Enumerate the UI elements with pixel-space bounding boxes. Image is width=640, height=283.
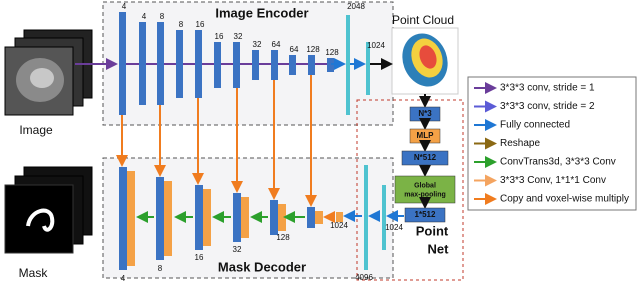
decoder-block xyxy=(233,193,241,242)
pointnet-title: Net xyxy=(428,241,450,256)
node-label: N*3 xyxy=(418,109,432,118)
decoder-block xyxy=(195,185,203,250)
channel-label: 2048 xyxy=(347,2,365,11)
input-image xyxy=(4,29,93,116)
pointnet-node xyxy=(394,175,456,204)
encoder-block xyxy=(289,55,296,75)
diagram-elements: Image Encoder Mask Decoder Image Mask Point … xyxy=(19,2,629,283)
fc-layer xyxy=(366,42,370,95)
channel-label: 8 xyxy=(158,264,163,273)
decoder-block xyxy=(278,204,286,231)
node-label: 1*512 xyxy=(415,210,436,219)
decoder-block xyxy=(119,167,127,270)
channel-label: 8 xyxy=(179,20,184,29)
node-label: Global max-pooling xyxy=(404,182,446,198)
encoder-block xyxy=(327,58,334,72)
channel-label: 16 xyxy=(215,32,224,41)
point-cloud-label: Point Cloud xyxy=(392,13,454,27)
decoder-block xyxy=(156,177,164,260)
node-label-line: Global xyxy=(414,182,436,189)
channel-label: 4096 xyxy=(355,273,373,282)
input-label: Image xyxy=(19,123,53,137)
encoder-block xyxy=(233,42,240,88)
decoder-block xyxy=(307,207,315,228)
point-cloud xyxy=(391,27,459,95)
channel-label: 32 xyxy=(253,40,262,49)
channel-label: 128 xyxy=(276,233,290,242)
channel-label: 1024 xyxy=(330,221,348,230)
decoder-block xyxy=(270,200,278,235)
legend-label: ConvTrans3d, 3*3*3 Conv xyxy=(500,157,616,168)
channel-label: 16 xyxy=(196,20,205,29)
channel-label: 64 xyxy=(272,40,281,49)
channel-label: 4 xyxy=(122,2,127,11)
fc-layer xyxy=(364,165,368,270)
encoder-block xyxy=(176,30,183,98)
decoder-block xyxy=(164,181,172,256)
encoder-block xyxy=(119,12,126,115)
encoder-block xyxy=(157,22,164,105)
decoder-block xyxy=(127,171,135,266)
pointnet-panel xyxy=(356,99,464,281)
channel-label: 16 xyxy=(195,253,204,262)
encoder-title: Image Encoder xyxy=(215,5,308,20)
legend-label: 3*3*3 conv, stride = 1 xyxy=(500,83,595,94)
decoder-block xyxy=(241,197,249,238)
channel-label: 1024 xyxy=(367,41,385,50)
channel-label: 32 xyxy=(234,32,243,41)
channel-label: 1024 xyxy=(385,223,403,232)
encoder-block xyxy=(271,50,278,80)
encoder-block xyxy=(308,55,315,75)
node-label: N*512 xyxy=(414,153,437,162)
fc-layer xyxy=(382,185,386,250)
node-label: MLP xyxy=(417,131,435,140)
encoder-block xyxy=(139,22,146,105)
encoder-block xyxy=(214,42,221,88)
channel-label: 128 xyxy=(325,48,339,57)
legend-label: 3*3*3 conv, stride = 2 xyxy=(500,101,595,112)
fc-layer xyxy=(346,15,350,115)
legend-label: Fully connected xyxy=(500,120,570,131)
pointnet-title: Point xyxy=(416,223,449,238)
encoder-block xyxy=(252,50,259,80)
channel-label: 4 xyxy=(142,12,147,21)
channel-label: 32 xyxy=(233,245,242,254)
legend-label: 3*3*3 Conv, 1*1*1 Conv xyxy=(500,175,606,186)
channel-label: 128 xyxy=(306,45,320,54)
decoder-block xyxy=(315,211,323,224)
legend-label: Reshape xyxy=(500,138,540,149)
pointnet-node xyxy=(404,207,446,223)
encoder-block xyxy=(195,30,202,98)
legend-label: Copy and voxel-wise multiply xyxy=(500,194,629,205)
output-label: Mask xyxy=(19,266,49,280)
channel-label: 4 xyxy=(121,274,126,283)
decoder-block xyxy=(203,189,211,246)
decoder-block xyxy=(336,212,343,222)
node-label-line: max-pooling xyxy=(404,191,446,198)
output-mask xyxy=(4,166,93,254)
decoder-title: Mask Decoder xyxy=(218,259,306,274)
channel-label: 64 xyxy=(290,45,299,54)
channel-label: 8 xyxy=(160,12,165,21)
